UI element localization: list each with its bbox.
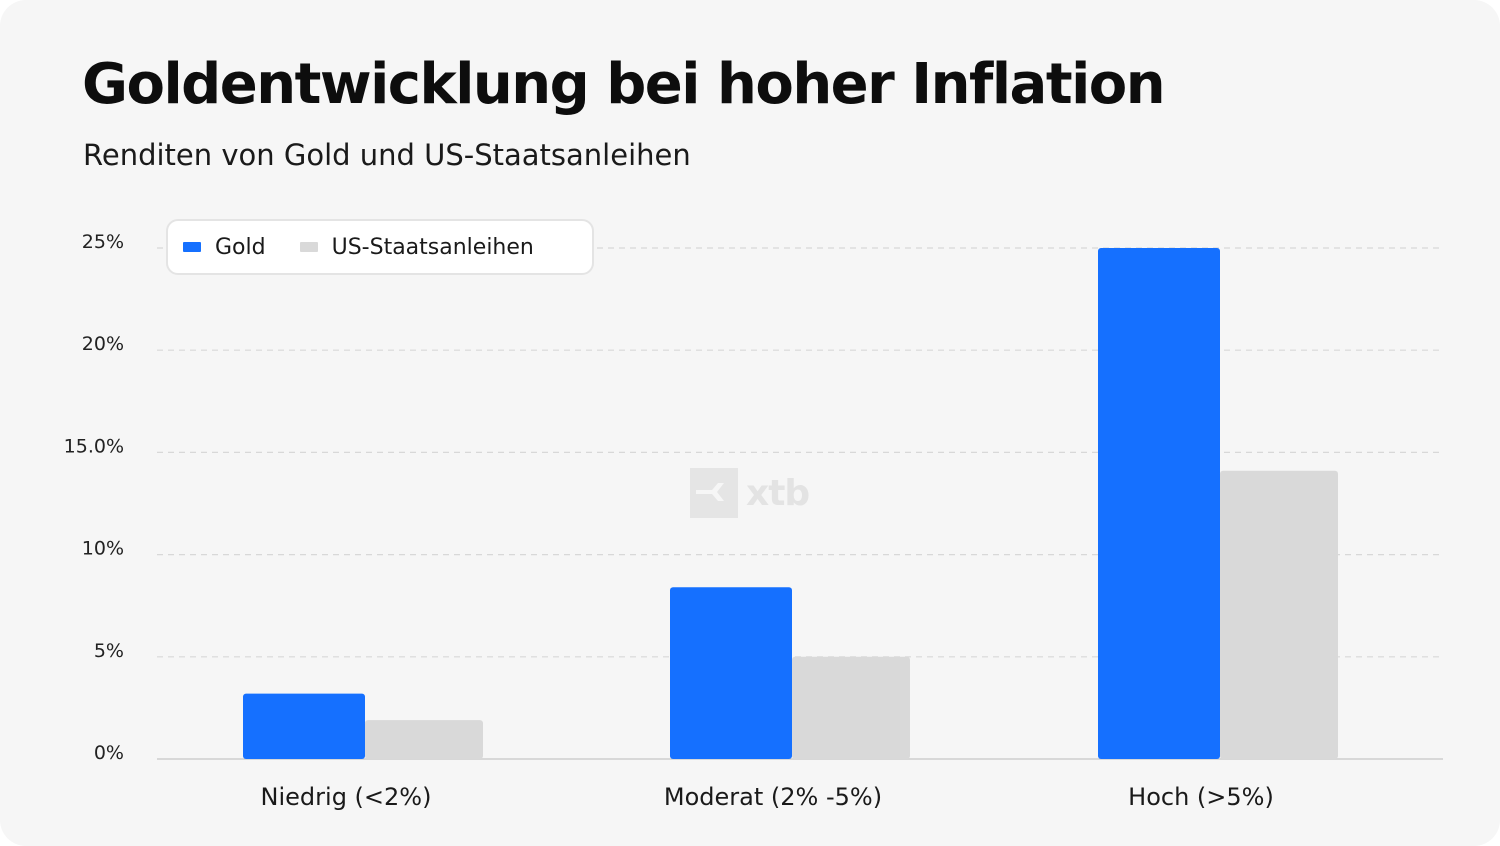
x-axis-ticks: Niedrig (<2%) Moderat (2% -5%) Hoch (>5%) [261, 783, 1274, 811]
y-tick-label: 5% [94, 640, 124, 662]
legend-label-bonds: US-Staatsanleihen [331, 234, 534, 260]
bars [243, 248, 1338, 759]
chart-subtitle: Renditen von Gold und US-Staatsanleihen [83, 138, 691, 172]
bar-gold [243, 693, 365, 759]
legend-label-gold: Gold [215, 234, 266, 260]
y-tick-label: 15.0% [64, 435, 124, 457]
legend-swatch-bonds [299, 242, 318, 252]
y-tick-label: 25% [82, 231, 124, 253]
xtb-logo-icon [690, 468, 738, 518]
x-tick-label: Niedrig (<2%) [261, 783, 432, 811]
bar-gold [670, 587, 792, 759]
legend-item-bonds: US-Staatsanleihen [299, 234, 534, 260]
bar-bonds [1220, 470, 1338, 759]
chart-legend: Gold US-Staatsanleihen [166, 219, 594, 275]
chart-title: Goldentwicklung bei hoher Inflation [82, 52, 1166, 117]
bar-bonds [365, 720, 483, 759]
watermark-text: xtb [746, 472, 810, 514]
xtb-watermark: xtb [690, 468, 810, 518]
y-axis-ticks: 0% 5% 10% 15.0% 20% 25% [64, 231, 124, 764]
y-tick-label: 0% [94, 742, 124, 764]
legend-swatch-gold [183, 242, 201, 252]
x-tick-label: Hoch (>5%) [1128, 783, 1274, 811]
legend-item-gold: Gold [183, 235, 266, 260]
y-tick-label: 20% [82, 333, 124, 355]
bar-bonds [792, 656, 910, 759]
x-tick-label: Moderat (2% -5%) [664, 783, 882, 811]
bar-gold [1098, 248, 1220, 759]
y-tick-label: 10% [82, 538, 124, 560]
